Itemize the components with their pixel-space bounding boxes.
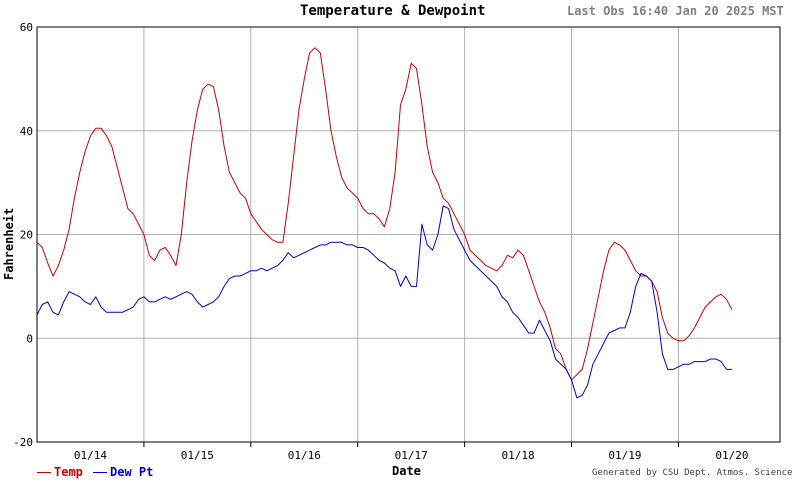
y-tick-label: 40 — [20, 125, 33, 138]
y-tick-label: 60 — [20, 21, 33, 34]
x-tick-label: 01/18 — [502, 449, 535, 462]
legend-swatch-temp — [37, 471, 51, 473]
axis-layer: -20 0 20 40 60 01/14 01/15 01/16 01/17 01/18 01/19… — [13, 21, 781, 462]
plot-frame — [36, 26, 781, 443]
x-tick-label: 01/19 — [608, 449, 641, 462]
credit-text: Generated by CSU Dept. Atmos. Science — [592, 468, 793, 478]
y-tick-label: 0 — [26, 332, 33, 345]
legend-label-temp: Temp — [54, 465, 83, 479]
x-tick-label: 01/14 — [74, 449, 107, 462]
y-tick-label: 20 — [20, 229, 33, 242]
grid-layer — [37, 27, 780, 442]
x-tick-label: 01/20 — [715, 449, 748, 462]
legend-item-dewpoint: Dew Pt — [93, 465, 153, 479]
series-line-temp — [36, 47, 733, 381]
chart-title: Temperature & Dewpoint — [300, 3, 486, 19]
legend-swatch-dewpoint — [93, 471, 107, 473]
x-tick-label: 01/16 — [288, 449, 321, 462]
x-tick-label: 01/17 — [395, 449, 428, 462]
x-axis-label: Date — [392, 464, 421, 478]
last-observation-label: Last Obs 16:40 Jan 20 2025 MST — [567, 4, 784, 18]
series-line-dewpoint — [36, 205, 732, 399]
x-tick-label: 01/15 — [181, 449, 214, 462]
legend-item-temp: Temp — [37, 465, 83, 479]
legend-label-dewpoint: Dew Pt — [110, 465, 154, 479]
y-tick-label: -20 — [13, 436, 33, 449]
series-layer — [36, 47, 733, 399]
